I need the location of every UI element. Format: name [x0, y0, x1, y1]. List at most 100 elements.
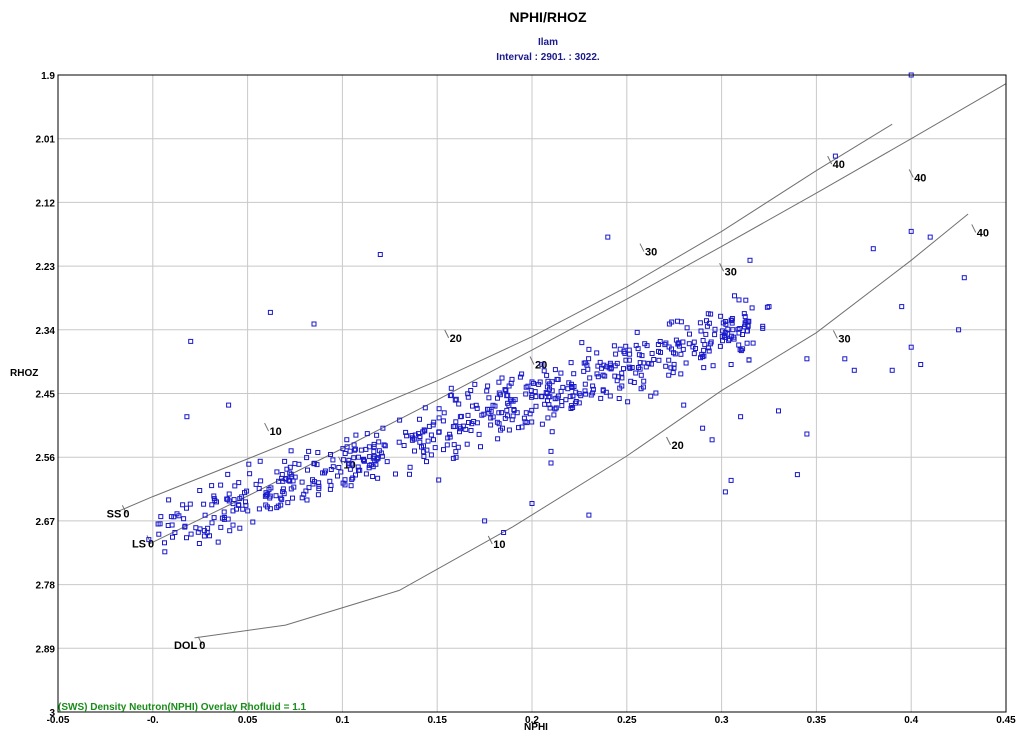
data-point: [471, 419, 477, 424]
data-point: [669, 319, 675, 325]
data-point: [470, 403, 475, 409]
data-point: [197, 488, 203, 493]
data-point: [956, 327, 962, 333]
data-point: [303, 488, 309, 494]
data-point: [422, 428, 428, 434]
data-point: [832, 153, 838, 159]
curve-ss-tick: [444, 329, 450, 339]
data-point: [745, 323, 751, 329]
data-point: [421, 449, 427, 455]
data-point: [804, 356, 810, 362]
data-point: [496, 379, 502, 385]
data-point: [655, 342, 661, 347]
data-point: [680, 339, 686, 345]
data-point: [165, 523, 171, 528]
data-point: [701, 365, 707, 371]
data-point: [182, 523, 188, 529]
data-point: [284, 466, 290, 472]
chart-subtitle-well: Ilam: [538, 37, 558, 48]
data-point: [432, 445, 438, 451]
data-point: [519, 371, 525, 377]
data-point: [162, 540, 167, 546]
data-point: [662, 342, 668, 348]
data-point: [436, 406, 442, 412]
data-point: [431, 419, 437, 425]
data-point: [486, 407, 492, 412]
data-point: [257, 458, 263, 464]
data-point: [342, 451, 348, 456]
data-point: [448, 385, 454, 391]
data-point: [447, 434, 453, 440]
data-point: [350, 475, 356, 481]
data-point: [240, 506, 246, 512]
x-tick-label: 0.05: [238, 715, 258, 726]
data-point: [253, 481, 259, 487]
data-point: [525, 383, 531, 389]
y-tick-label: 3: [49, 708, 55, 719]
data-point: [466, 420, 471, 425]
data-point: [597, 359, 603, 365]
data-point: [327, 478, 333, 484]
data-point: [363, 471, 369, 477]
data-point: [558, 370, 564, 376]
data-point: [619, 375, 625, 381]
data-point: [476, 431, 482, 437]
curve-dol: [194, 213, 969, 639]
data-point: [184, 535, 189, 541]
data-point: [453, 419, 459, 425]
curve-ss-marker-label: 0: [123, 508, 129, 520]
data-point: [464, 441, 470, 447]
data-point: [236, 480, 242, 486]
data-point: [559, 403, 565, 409]
curve-ss-name: SS: [107, 508, 122, 520]
data-point: [452, 397, 458, 403]
data-point: [377, 252, 383, 257]
data-point: [536, 381, 542, 387]
data-point: [738, 414, 744, 420]
curve-ls-name: LS: [132, 538, 146, 550]
data-point: [729, 320, 735, 326]
data-point: [221, 516, 227, 522]
y-tick-label: 2.34: [36, 326, 56, 337]
data-point: [588, 392, 594, 398]
curve-ss-tick: [827, 155, 833, 165]
data-point: [320, 470, 326, 476]
data-point: [625, 399, 631, 405]
data-point: [927, 234, 933, 240]
data-point: [436, 415, 442, 421]
data-point: [243, 499, 248, 505]
data-point: [590, 386, 596, 392]
data-point: [425, 438, 431, 444]
data-point: [766, 304, 772, 310]
data-point: [263, 490, 269, 496]
data-point: [547, 405, 553, 411]
curve-dol-tick: [971, 224, 977, 233]
x-tick-label: -0.05: [47, 715, 70, 726]
data-point: [514, 410, 520, 416]
data-point: [371, 441, 377, 447]
data-point: [691, 339, 697, 345]
data-point: [704, 318, 709, 324]
data-point: [549, 429, 555, 435]
data-point: [504, 407, 510, 413]
y-tick-label: 2.45: [36, 390, 56, 401]
curve-ss-tick: [121, 505, 127, 514]
data-point: [212, 498, 218, 504]
curve-dol-tick: [666, 436, 671, 446]
data-point: [538, 393, 544, 399]
data-point: [226, 402, 232, 408]
curve-ss-marker-label: 10: [270, 426, 282, 438]
y-tick-label: 2.23: [36, 262, 56, 273]
x-axis-label: NPHI: [524, 722, 548, 731]
data-point: [678, 351, 684, 357]
curve-dol-tick: [197, 636, 203, 645]
data-point: [648, 393, 654, 399]
data-point: [209, 483, 215, 489]
data-point: [447, 431, 453, 437]
data-point: [623, 357, 629, 363]
data-point: [614, 378, 620, 384]
data-point: [237, 525, 243, 531]
x-tick-label: 0.4: [904, 715, 918, 726]
data-point: [486, 395, 492, 401]
